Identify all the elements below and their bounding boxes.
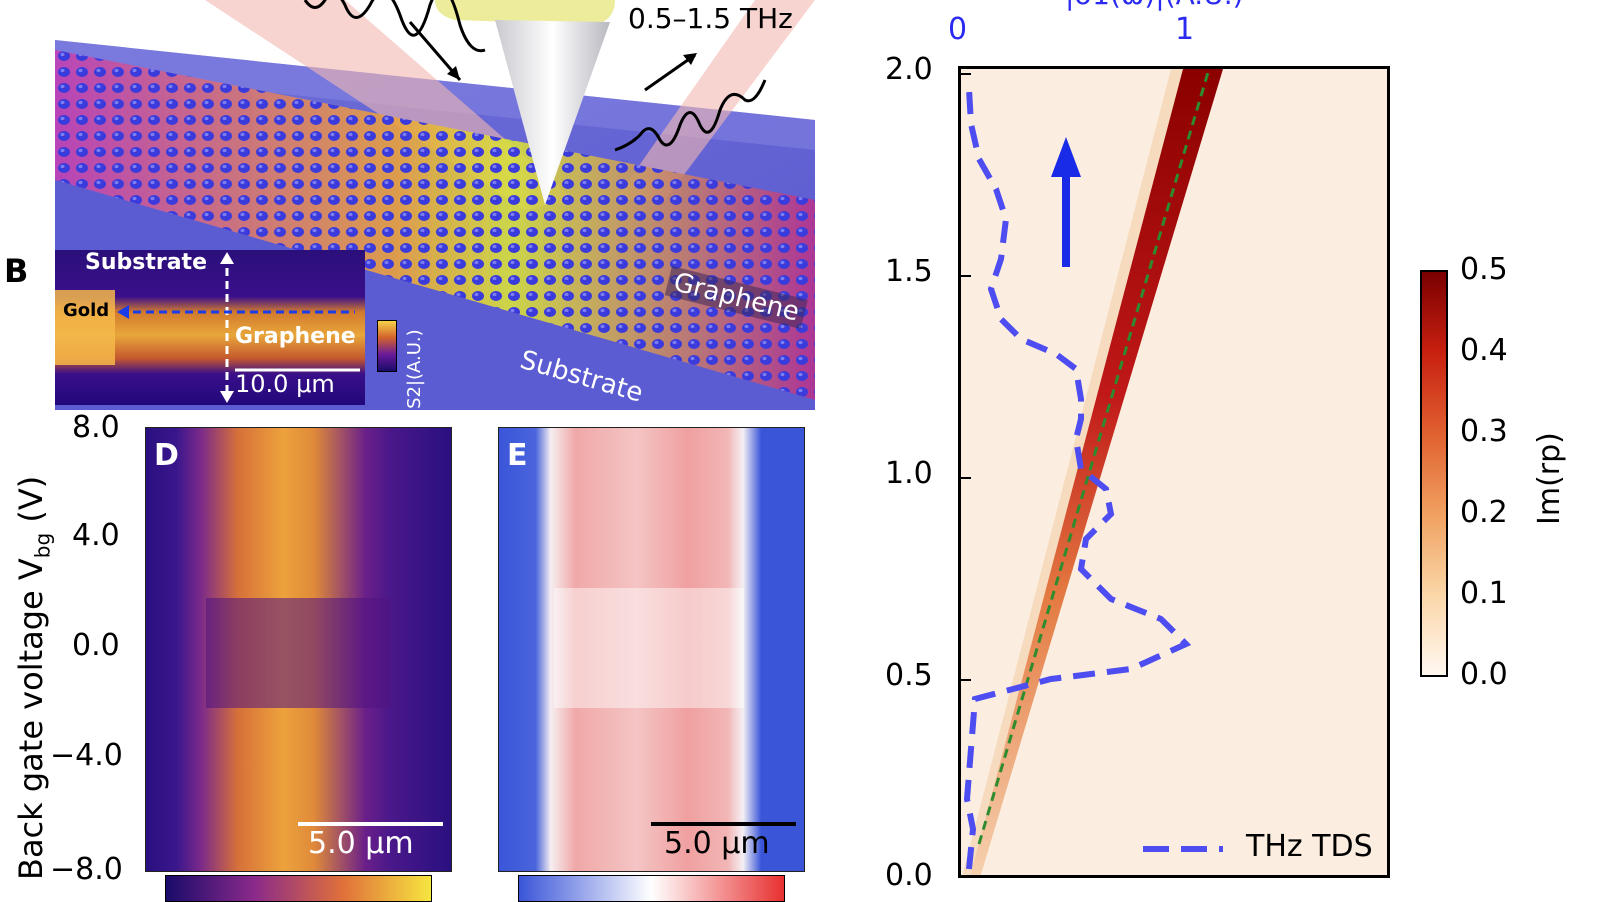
inset-b-image: Gold Substrate Graphene 10.0 μm: [55, 250, 365, 405]
map-ytick-1: 8.0: [72, 410, 120, 445]
map-ytick-4: −4.0: [50, 738, 123, 773]
frequency-label: 0.5–1.5 THz: [628, 2, 793, 35]
cbar-tick-3: 0.3: [1460, 414, 1508, 449]
ylabel-main: Back gate voltage V: [12, 558, 50, 880]
colorbar-label: Im(rp): [1532, 432, 1567, 525]
map-e-scalebar-label: 5.0 μm: [664, 826, 770, 861]
left-tick-2: 1.5: [885, 254, 933, 289]
left-tick-1: 2.0: [885, 52, 933, 87]
cbar-tick-2: 0.4: [1460, 333, 1508, 368]
imrp-colorbar: [1420, 270, 1448, 677]
inset-colorbar-label: |S2|(A.U.): [404, 329, 425, 415]
panel-d-letter: D: [154, 438, 179, 473]
left-tick-4: 0.5: [885, 658, 933, 693]
top-tick-0: 0: [948, 12, 968, 47]
inset-scalebar-label: 10.0 μm: [235, 370, 335, 398]
panel-e-letter: E: [507, 438, 528, 473]
inset-arrows: [117, 252, 360, 403]
map-d-mid-band: [206, 598, 391, 708]
panel-b-letter: B: [4, 252, 29, 290]
map-d-scalebar-label: 5.0 μm: [308, 826, 414, 861]
left-tick-5: 0.0: [885, 858, 933, 893]
top-axis-label: |σ1(ω)|(A.U.): [1065, 0, 1244, 11]
cbar-tick-6: 0.0: [1460, 657, 1508, 692]
map-ytick-5: −8.0: [50, 852, 123, 887]
inset-graphene-label: Graphene: [235, 324, 356, 349]
cbar-tick-4: 0.2: [1460, 495, 1508, 530]
ylabel-unit: (V): [12, 475, 50, 533]
dispersion-plot: THz TDS: [958, 66, 1390, 878]
map-e: E 5.0 μm: [498, 427, 805, 872]
inset-substrate-label: Substrate: [85, 250, 207, 275]
cbar-tick-5: 0.1: [1460, 576, 1508, 611]
cbar-tick-1: 0.5: [1460, 252, 1508, 287]
map-ytick-3: 0.0: [72, 628, 120, 663]
maps-y-axis-label: Back gate voltage Vbg (V): [12, 476, 54, 880]
left-tick-3: 1.0: [885, 456, 933, 491]
map-ytick-2: 4.0: [72, 518, 120, 553]
map-e-scalebar: [651, 822, 796, 826]
legend-label: THz TDS: [1246, 829, 1373, 864]
map-d-scalebar: [298, 822, 443, 826]
gold-label: Gold: [63, 300, 110, 321]
inset-colorbar: [377, 320, 397, 372]
gold-region: [55, 290, 115, 365]
map-e-mid-band: [554, 588, 744, 708]
top-tick-1: 1: [1175, 12, 1195, 47]
map-d: D 5.0 μm: [145, 427, 452, 872]
map-d-colorbar: [165, 875, 432, 902]
map-e-colorbar: [518, 875, 785, 902]
ylabel-sub: bg: [30, 532, 55, 559]
